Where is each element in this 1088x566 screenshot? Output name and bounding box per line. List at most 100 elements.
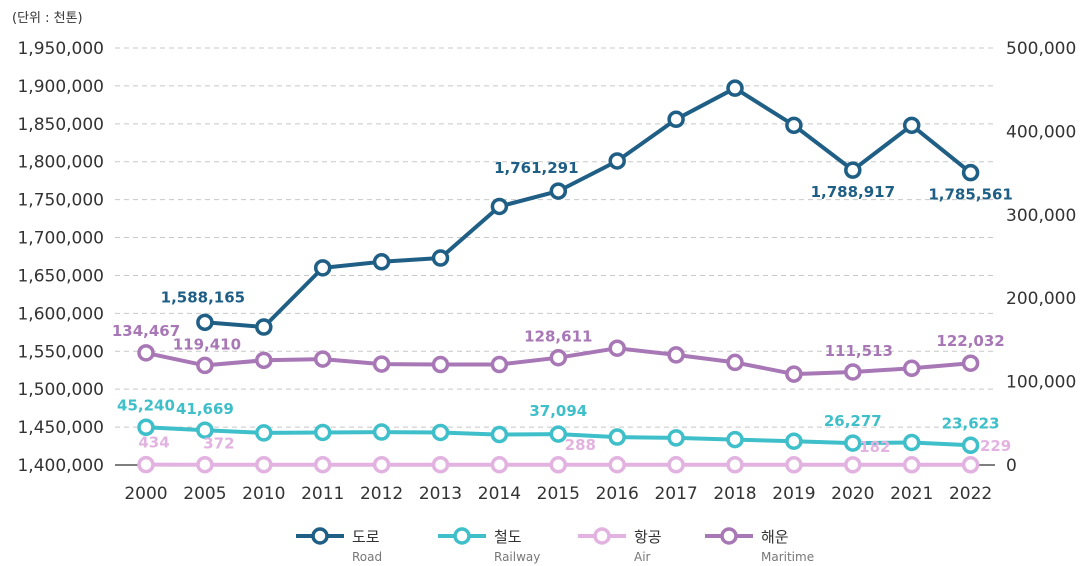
left-tick-label: 1,700,000 bbox=[17, 229, 104, 249]
data-point-road bbox=[549, 182, 568, 200]
left-tick-label: 1,400,000 bbox=[17, 456, 104, 476]
left-tick-label: 1,750,000 bbox=[17, 191, 104, 211]
legend-sublabel-air: Air bbox=[634, 550, 651, 564]
data-point-maritime bbox=[372, 355, 391, 373]
legend-sublabel-railway: Railway bbox=[494, 550, 540, 564]
data-point-railway bbox=[137, 418, 155, 437]
data-point-maritime bbox=[608, 339, 626, 357]
x-tick-label: 2017 bbox=[654, 484, 697, 504]
x-tick-label: 2011 bbox=[301, 484, 344, 504]
left-tick-label: 1,850,000 bbox=[17, 115, 104, 135]
legend-item-air: 항공 Air bbox=[578, 527, 662, 564]
left-tick-label: 1,450,000 bbox=[17, 418, 104, 438]
legend-label-road: 도로 bbox=[352, 528, 380, 546]
x-tick-label: 2022 bbox=[949, 484, 992, 504]
data-point-road bbox=[608, 152, 626, 170]
data-label-road: 1,588,165 bbox=[161, 288, 245, 306]
data-point-air bbox=[608, 455, 626, 474]
data-label-maritime: 134,467 bbox=[112, 322, 180, 340]
data-point-road bbox=[431, 249, 450, 267]
legend: 도로 Road 철도 Railway 항공 Air 해운 Maritime bbox=[296, 527, 814, 564]
x-tick-label: 2014 bbox=[478, 484, 521, 504]
data-point-road bbox=[667, 110, 685, 129]
data-point-railway bbox=[667, 429, 685, 447]
legend-marker-maritime bbox=[720, 527, 738, 545]
right-axis: 0 100,000 200,000 300,000 400,000 500,000 bbox=[1006, 39, 1076, 476]
data-label-maritime: 111,513 bbox=[825, 342, 893, 360]
data-point-maritime bbox=[137, 344, 155, 362]
data-point-railway bbox=[902, 433, 921, 452]
unit-label: (단위 : 천톤) bbox=[12, 11, 83, 26]
left-axis: 1,400,000 1,450,000 1,500,000 1,550,000 1,60… bbox=[17, 39, 104, 476]
data-point-railway bbox=[726, 430, 744, 449]
left-tick-label: 1,550,000 bbox=[17, 342, 104, 362]
data-label-air: 229 bbox=[980, 437, 1011, 455]
x-tick-label: 2000 bbox=[124, 484, 167, 504]
data-point-maritime bbox=[549, 348, 568, 367]
data-point-railway bbox=[961, 436, 980, 455]
data-point-air bbox=[902, 456, 921, 474]
data-point-road bbox=[372, 253, 391, 271]
data-point-road bbox=[255, 318, 273, 336]
data-point-road bbox=[490, 197, 509, 216]
data-point-air bbox=[490, 455, 509, 474]
data-point-road bbox=[785, 116, 803, 135]
series-air: 434 372 288 182 229 bbox=[137, 434, 1011, 474]
x-axis: 2000 2005 2010 2011 2012 2013 2014 2015 2016 2017… bbox=[124, 484, 992, 504]
data-point-road bbox=[313, 259, 332, 277]
data-label-road: 1,788,917 bbox=[811, 183, 895, 201]
data-label-maritime: 119,410 bbox=[173, 335, 241, 353]
data-label-railway: 45,240 bbox=[117, 396, 175, 414]
legend-item-road: 도로 Road bbox=[296, 527, 382, 564]
data-point-railway bbox=[549, 425, 568, 443]
data-label-air: 372 bbox=[203, 435, 234, 453]
x-tick-label: 2019 bbox=[772, 484, 815, 504]
data-point-railway bbox=[785, 432, 803, 450]
series-line-road bbox=[204, 86, 972, 329]
data-point-maritime bbox=[490, 355, 509, 374]
data-point-road bbox=[902, 116, 921, 135]
data-label-air: 182 bbox=[859, 438, 890, 456]
data-point-road bbox=[844, 161, 862, 179]
data-point-air bbox=[137, 455, 155, 474]
data-point-railway bbox=[431, 423, 450, 442]
legend-sublabel-maritime: Maritime bbox=[761, 550, 814, 564]
data-point-air bbox=[549, 456, 568, 474]
left-tick-label: 1,950,000 bbox=[17, 39, 104, 59]
legend-marker-railway bbox=[453, 527, 471, 545]
data-point-maritime bbox=[844, 363, 862, 381]
legend-item-maritime: 해운 Maritime bbox=[705, 527, 814, 564]
x-tick-label: 2013 bbox=[419, 484, 462, 504]
left-tick-label: 1,600,000 bbox=[17, 304, 104, 324]
left-tick-label: 1,900,000 bbox=[17, 77, 104, 97]
data-label-railway: 23,623 bbox=[942, 414, 1000, 432]
right-tick-label: 300,000 bbox=[1006, 206, 1076, 226]
data-point-air bbox=[785, 456, 803, 474]
data-label-road: 1,761,291 bbox=[494, 159, 578, 177]
data-point-maritime bbox=[431, 355, 450, 374]
data-point-air bbox=[196, 455, 214, 474]
legend-label-maritime: 해운 bbox=[761, 528, 789, 546]
data-point-maritime bbox=[313, 350, 332, 368]
x-tick-label: 2010 bbox=[242, 484, 285, 504]
data-point-road bbox=[196, 313, 214, 332]
x-tick-label: 2015 bbox=[537, 484, 580, 504]
x-tick-label: 2020 bbox=[831, 484, 874, 504]
data-label-air: 434 bbox=[138, 434, 169, 452]
data-label-railway: 37,094 bbox=[529, 402, 587, 420]
x-tick-label: 2021 bbox=[890, 484, 933, 504]
data-point-air bbox=[372, 455, 391, 474]
legend-label-air: 항공 bbox=[634, 528, 662, 546]
legend-marker-road bbox=[311, 527, 329, 545]
data-label-maritime: 122,032 bbox=[936, 332, 1004, 350]
data-label-maritime: 128,611 bbox=[524, 328, 592, 346]
series-railway: 45,240 41,669 37,094 26,277 23,623 bbox=[117, 396, 1000, 455]
x-tick-label: 2018 bbox=[713, 484, 756, 504]
data-label-railway: 41,669 bbox=[176, 400, 234, 418]
left-tick-label: 1,800,000 bbox=[17, 153, 104, 173]
data-point-railway bbox=[313, 423, 332, 442]
data-point-air bbox=[313, 455, 332, 474]
data-point-railway bbox=[255, 424, 273, 442]
data-point-air bbox=[961, 456, 980, 474]
